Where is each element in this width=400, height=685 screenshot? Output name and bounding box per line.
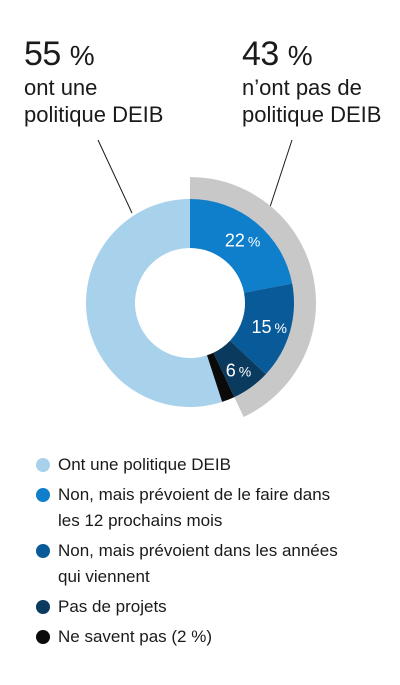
callout-no-policy-line2: politique DEIB bbox=[242, 102, 382, 128]
slice-non-mais-prevoient-de-le-faire-dans-les-12-prochains-mois bbox=[190, 199, 293, 293]
legend-item-plan-years: Non, mais prévoient dans les années qui … bbox=[36, 538, 386, 590]
legend-label-plan-12-months-line2: les 12 prochains mois bbox=[58, 511, 223, 530]
legend-swatch-has-policy bbox=[36, 458, 50, 472]
leader-line-has-policy bbox=[97, 139, 133, 214]
donut-slices bbox=[86, 199, 294, 407]
legend-label-dont-know: Ne savent pas (2 %) bbox=[58, 627, 213, 646]
legend-item-no-plans: Pas de projets bbox=[36, 594, 386, 620]
slice-label-non-mais-prevoient-dans-les-annees-qui-viennent: 15% bbox=[251, 317, 286, 337]
callout-has-policy-line1: ont une bbox=[24, 75, 98, 101]
legend: Ont une politique DEIB Non, mais prévoie… bbox=[36, 452, 386, 654]
legend-label-has-policy: Ont une politique DEIB bbox=[58, 455, 231, 474]
legend-swatch-dont-know bbox=[36, 630, 50, 644]
slice-ont-une-politique-deib bbox=[86, 199, 223, 407]
donut-slice-labels: 22 % 15 % 6% bbox=[225, 230, 287, 380]
legend-swatch-plan-12-months bbox=[36, 488, 50, 502]
callout-no-policy: 43 % n’ont pas de politique DEIB bbox=[242, 34, 381, 129]
legend-swatch-no-plans bbox=[36, 600, 50, 614]
legend-item-plan-12-months: Non, mais prévoient de le faire dans les… bbox=[36, 482, 386, 534]
callout-no-policy-symbol: % bbox=[287, 40, 313, 71]
slice-pas-de-projets bbox=[213, 340, 266, 398]
callout-has-policy-symbol: % bbox=[69, 40, 95, 71]
outer-highlight-arc bbox=[190, 177, 316, 418]
legend-item-has-policy: Ont une politique DEIB bbox=[36, 452, 386, 478]
slice-label-non-mais-prevoient-de-le-faire-dans-les-12-prochains-mois: 22% bbox=[225, 230, 260, 250]
callout-no-policy-line1: n’ont pas de bbox=[242, 75, 362, 101]
slice-non-mais-prevoient-dans-les-annees-qui-viennent bbox=[230, 283, 294, 375]
leader-line-no-policy bbox=[269, 139, 293, 208]
legend-label-plan-12-months-line1: Non, mais prévoient de le faire dans bbox=[58, 485, 331, 504]
slice-label-pas-de-projets: 6% bbox=[226, 361, 251, 381]
legend-item-dont-know: Ne savent pas (2 %) bbox=[36, 624, 386, 650]
callout-has-policy-value: 55 bbox=[24, 35, 61, 73]
legend-label-plan-years-line1: Non, mais prévoient dans les années bbox=[58, 541, 338, 560]
legend-label-no-plans: Pas de projets bbox=[58, 597, 167, 616]
slice-ne-savent-pas-2 bbox=[206, 352, 235, 402]
outer-arc-group bbox=[190, 177, 316, 418]
callout-has-policy: 55 % ont une politique DEIB bbox=[24, 34, 163, 129]
callout-no-policy-value: 43 bbox=[242, 35, 279, 73]
legend-label-plan-years-line2: qui viennent bbox=[58, 567, 150, 586]
legend-swatch-plan-years bbox=[36, 544, 50, 558]
callout-has-policy-line2: politique DEIB bbox=[24, 102, 164, 128]
donut-chart: 22 % 15 % 6% bbox=[86, 139, 316, 418]
